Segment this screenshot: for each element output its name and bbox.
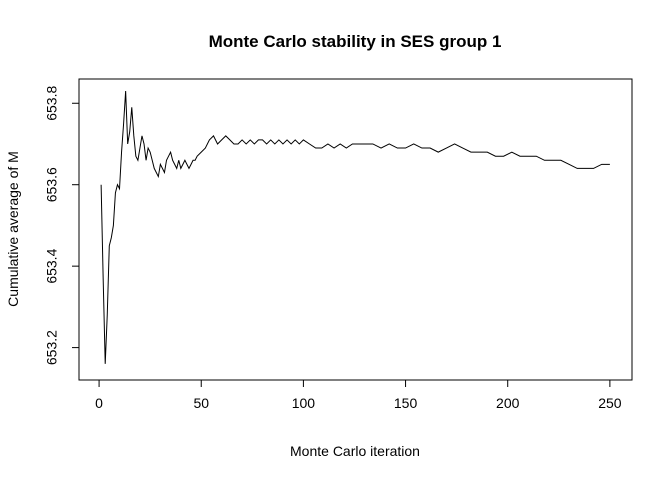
chart-title: Monte Carlo stability in SES group 1	[209, 32, 502, 51]
y-axis: 653.2 653.4 653.6 653.8	[44, 86, 80, 365]
x-tick-label: 50	[193, 395, 209, 411]
y-tick-label: 653.4	[44, 248, 60, 283]
x-tick-label: 200	[496, 395, 520, 411]
x-tick-label: 0	[95, 395, 103, 411]
y-tick-label: 653.8	[44, 86, 60, 121]
y-tick-label: 653.2	[44, 330, 60, 365]
x-axis: 0 50 100 150 200 250	[95, 379, 622, 411]
x-tick-label: 250	[598, 395, 622, 411]
y-axis-label: Cumulative average of M	[5, 151, 21, 307]
x-tick-label: 150	[394, 395, 418, 411]
x-tick-label: 100	[292, 395, 316, 411]
y-tick-label: 653.6	[44, 167, 60, 202]
x-axis-label: Monte Carlo iteration	[290, 443, 420, 459]
plot-frame	[78, 78, 633, 381]
series-line	[100, 91, 610, 364]
